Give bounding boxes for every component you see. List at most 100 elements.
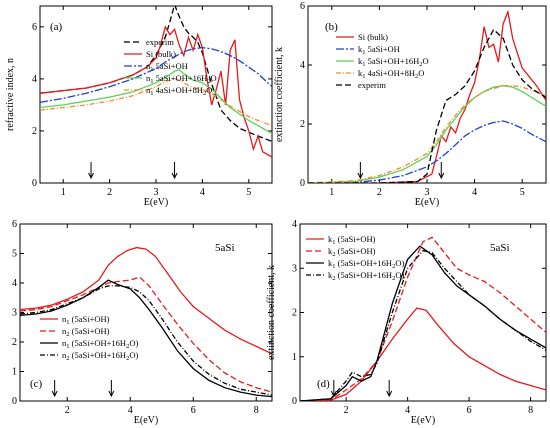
x-tick-label: 6 [191,405,196,416]
legend-entry: k1 (5aSi+OH) [328,234,376,246]
x-tick-label: 2 [107,187,112,198]
legend-entry: n2 (5aSi+OH) [62,326,110,338]
y-axis-label: refractive index, n [5,58,16,131]
x-tick-label: 5 [246,187,251,198]
y-tick-label: 6 [32,22,37,33]
x-tick-label: 3 [425,187,430,198]
arrow-head [88,172,94,180]
x-tick-label: 4 [472,187,477,198]
y-tick-label: 2 [32,126,37,137]
y-tick-label: 4 [300,60,305,71]
legend-entry: n2 (5aSi+OH+16H2O) [62,350,138,362]
arrow-head [386,390,393,398]
series-line-1 [20,246,272,355]
x-axis-label: E(eV) [415,197,439,208]
y-tick-label: 0 [32,178,37,189]
legend-entry: k2 (5aSi+OH) [328,246,376,258]
y-tick-label: 5 [12,249,17,260]
series-line-4 [308,85,546,183]
sample-annotation: 5aSi [215,242,235,254]
legend-entry: n1 4aSi+OH+8H2O [146,85,212,97]
legend-entry: k1 5aSi+OH+16H2O [358,56,429,68]
series-line-5 [40,78,272,127]
legend-entry: n1 (5aSi+OH) [62,314,110,326]
arrow-head [51,390,58,398]
x-tick-label: 2 [344,405,349,416]
series-group [300,236,546,401]
y-tick-label: 4 [12,278,17,289]
series-line-4 [300,249,546,401]
legend-entry: n1 (5aSi+OH+16H2O) [62,338,138,350]
x-tick-label: 8 [528,405,533,416]
legend-entry: experim [146,37,174,47]
series-line-3 [20,279,272,398]
legend-entry: experim [358,80,386,90]
y-tick-label: 4 [292,219,297,230]
series-group [20,246,272,398]
y-axis-label: extinction coefficient, k [266,265,277,360]
y-tick-label: 4 [32,74,37,85]
legend: n1 (5aSi+OH)n2 (5aSi+OH)n1 (5aSi+OH+16H2… [40,314,138,362]
y-tick-label: 0 [292,396,297,407]
x-tick-label: 4 [128,405,133,416]
x-axis-label: E(eV) [134,415,158,426]
chart-panel-2: 1 2 3 4 5 0 2 4 6 E(eV) extinction coefficient, k (… [274,1,547,208]
y-tick-label: 6 [300,1,305,12]
series-line-5 [308,28,546,183]
panel-tag: (d) [317,378,330,390]
x-tick-label: 6 [467,405,472,416]
y-tick-label: 1 [292,352,297,363]
panel-tag: (b) [325,21,338,33]
y-tick-label: 2 [292,308,297,319]
arrow-head [171,172,178,180]
series-line-3 [300,245,546,401]
x-tick-label: 2 [377,187,382,198]
legend: k1 (5aSi+OH)k2 (5aSi+OH)k1 (5aSi+OH+16H2… [306,234,404,282]
arrow-head [438,172,445,180]
legend-entry: Si (bulk) [358,32,388,42]
series-line-4 [40,69,272,135]
series-group [308,9,546,183]
arrow-head [108,390,115,398]
series-line-2 [308,120,546,183]
legend-entry: k1 5aSi+OH [358,44,400,56]
x-tick-label: 4 [200,187,205,198]
y-tick-label: 3 [292,263,297,274]
legend-entry: k2 (5aSi+OH+16H2O) [328,270,404,282]
legend-entry: k1 4aSi+OH+8H2O [358,68,424,80]
y-tick-label: 1 [12,367,17,378]
panel-tag: (a) [50,21,63,33]
x-tick-label: 2 [65,405,70,416]
x-axis-label: E(eV) [144,197,168,208]
legend-entry: n1 5aSi+OH [146,61,188,73]
series-line-3 [308,85,546,183]
y-axis-label: extinction coefficient, k [274,47,285,142]
y-tick-label: 2 [300,119,305,130]
series-line-2 [300,236,546,401]
legend-entry: Si (bulk) [146,49,176,59]
y-tick-label: 0 [12,396,17,407]
legend-entry: n1 5aSi+OH+16H2O [146,73,217,85]
series-line-4 [20,285,272,396]
chart-panel-1: 1 2 3 4 5 0 2 4 6 E(eV) refractive index, n (a) expe… [5,5,273,208]
series-line-1 [300,307,546,401]
arrow-head [357,172,364,180]
x-tick-label: 8 [254,405,259,416]
legend-entry: k1 (5aSi+OH+16H2O) [328,258,404,270]
sample-annotation: 5aSi [490,242,510,254]
y-tick-label: 0 [300,178,305,189]
x-tick-label: 5 [520,187,525,198]
series-line-3 [40,46,272,103]
series-line-2 [20,276,272,393]
x-tick-label: 3 [154,187,159,198]
x-axis-label: E(eV) [411,415,435,426]
y-tick-label: 2 [12,337,17,348]
x-tick-label: 1 [61,187,66,198]
panel-tag: (c) [30,378,43,390]
x-tick-label: 4 [405,405,410,416]
y-tick-label: 3 [12,308,17,319]
